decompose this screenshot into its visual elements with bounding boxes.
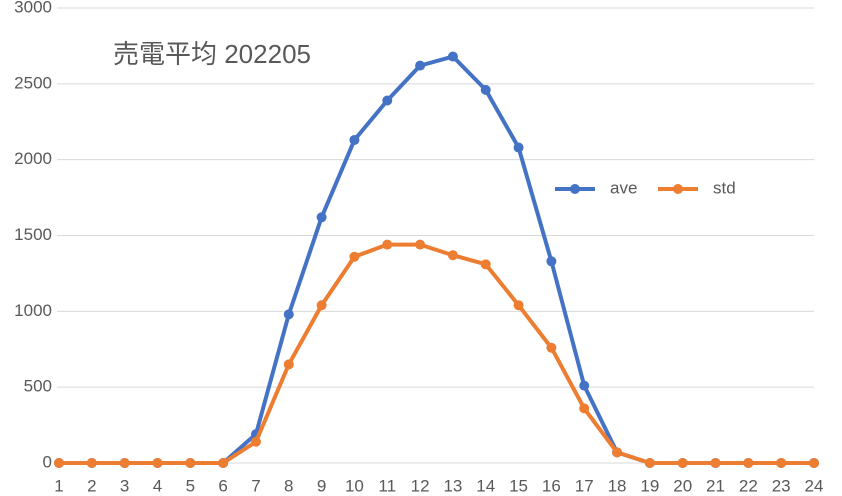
chart-title: 売電平均 202205	[113, 39, 311, 69]
legend-label: std	[713, 178, 736, 197]
data-point	[349, 251, 360, 262]
x-tick-label: 16	[542, 476, 561, 495]
series-line	[59, 242, 814, 465]
data-point	[415, 239, 426, 250]
y-tick-label: 3000	[14, 0, 52, 16]
y-tick-label: 0	[43, 452, 52, 471]
data-point	[185, 458, 196, 468]
data-point	[447, 250, 458, 261]
x-tick-label: 5	[186, 476, 195, 495]
data-point	[644, 458, 655, 468]
data-point	[250, 436, 261, 447]
x-tick-label: 24	[805, 476, 824, 495]
data-point	[480, 84, 491, 95]
data-point	[546, 342, 557, 353]
y-tick-label: 2500	[14, 73, 52, 92]
x-tick-label: 9	[317, 476, 326, 495]
x-tick-label: 10	[345, 476, 364, 495]
data-point	[119, 458, 130, 468]
data-point	[218, 458, 229, 468]
y-tick-label: 1500	[14, 225, 52, 244]
x-tick-label: 22	[739, 476, 758, 495]
series-line	[59, 54, 814, 465]
x-tick-label: 23	[772, 476, 791, 495]
data-point	[710, 458, 721, 468]
data-point	[316, 300, 327, 311]
y-tick-label: 1000	[14, 301, 52, 320]
data-point	[579, 380, 590, 391]
x-tick-label: 18	[608, 476, 627, 495]
x-tick-label: 20	[673, 476, 692, 495]
x-tick-label: 21	[706, 476, 725, 495]
legend-marker	[570, 184, 580, 194]
x-tick-label: 13	[443, 476, 462, 495]
x-tick-label: 12	[411, 476, 430, 495]
x-tick-label: 7	[251, 476, 260, 495]
data-point	[513, 142, 524, 153]
x-tick-label: 6	[218, 476, 227, 495]
data-point	[743, 458, 754, 468]
data-point	[283, 309, 294, 320]
x-tick-label: 2	[87, 476, 96, 495]
data-point	[612, 447, 623, 458]
y-tick-label: 500	[24, 377, 52, 396]
data-point	[579, 403, 590, 414]
data-point	[349, 134, 360, 145]
data-point	[316, 212, 327, 223]
data-point	[546, 256, 557, 267]
data-point	[447, 51, 458, 62]
x-tick-label: 15	[509, 476, 528, 495]
x-tick-label: 11	[378, 476, 396, 495]
legend-label: ave	[610, 178, 637, 197]
data-point	[382, 239, 393, 250]
x-tick-label: 3	[120, 476, 129, 495]
legend-marker	[673, 184, 683, 194]
data-point	[513, 300, 524, 311]
x-tick-label: 4	[153, 476, 162, 495]
data-point	[480, 259, 491, 270]
data-point	[415, 60, 426, 71]
data-point	[86, 458, 97, 468]
x-tick-label: 8	[284, 476, 293, 495]
x-tick-label: 19	[640, 476, 659, 495]
y-tick-label: 2000	[14, 149, 52, 168]
data-point	[382, 95, 393, 106]
data-point	[776, 458, 787, 468]
x-tick-label: 17	[575, 476, 594, 495]
data-point	[677, 458, 688, 468]
data-point	[54, 458, 64, 468]
data-point	[809, 458, 819, 468]
data-point	[152, 458, 163, 468]
x-tick-label: 14	[476, 476, 495, 495]
data-point	[283, 359, 294, 370]
x-tick-label: 1	[54, 476, 63, 495]
